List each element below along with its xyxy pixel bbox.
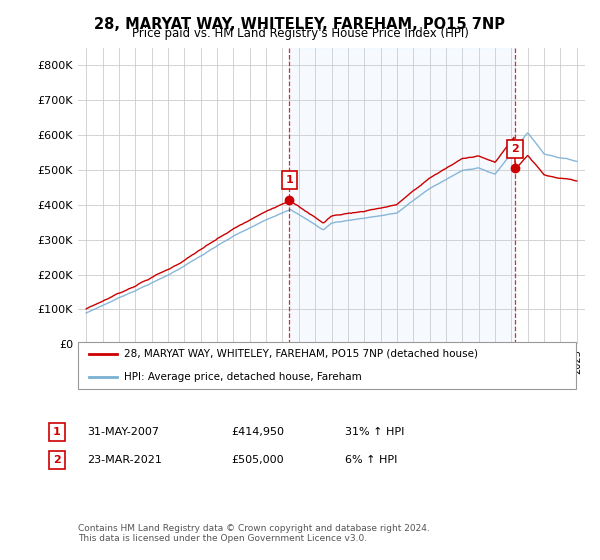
Text: 28, MARYAT WAY, WHITELEY, FAREHAM, PO15 7NP (detached house): 28, MARYAT WAY, WHITELEY, FAREHAM, PO15 … [124, 349, 478, 359]
Text: Contains HM Land Registry data © Crown copyright and database right 2024.
This d: Contains HM Land Registry data © Crown c… [78, 524, 430, 543]
Text: 31% ↑ HPI: 31% ↑ HPI [345, 427, 404, 437]
Text: 6% ↑ HPI: 6% ↑ HPI [345, 455, 397, 465]
Text: 1: 1 [286, 175, 293, 185]
Text: HPI: Average price, detached house, Fareham: HPI: Average price, detached house, Fare… [124, 372, 362, 382]
Bar [289, 48, 515, 344]
Text: Price paid vs. HM Land Registry's House Price Index (HPI): Price paid vs. HM Land Registry's House … [131, 27, 469, 40]
Text: 2: 2 [53, 455, 61, 465]
Text: 1: 1 [53, 427, 61, 437]
Text: £505,000: £505,000 [231, 455, 284, 465]
Text: 2: 2 [511, 144, 519, 154]
Text: 28, MARYAT WAY, WHITELEY, FAREHAM, PO15 7NP: 28, MARYAT WAY, WHITELEY, FAREHAM, PO15 … [95, 17, 505, 32]
Text: £414,950: £414,950 [231, 427, 284, 437]
Text: 23-MAR-2021: 23-MAR-2021 [87, 455, 162, 465]
Text: 31-MAY-2007: 31-MAY-2007 [87, 427, 159, 437]
